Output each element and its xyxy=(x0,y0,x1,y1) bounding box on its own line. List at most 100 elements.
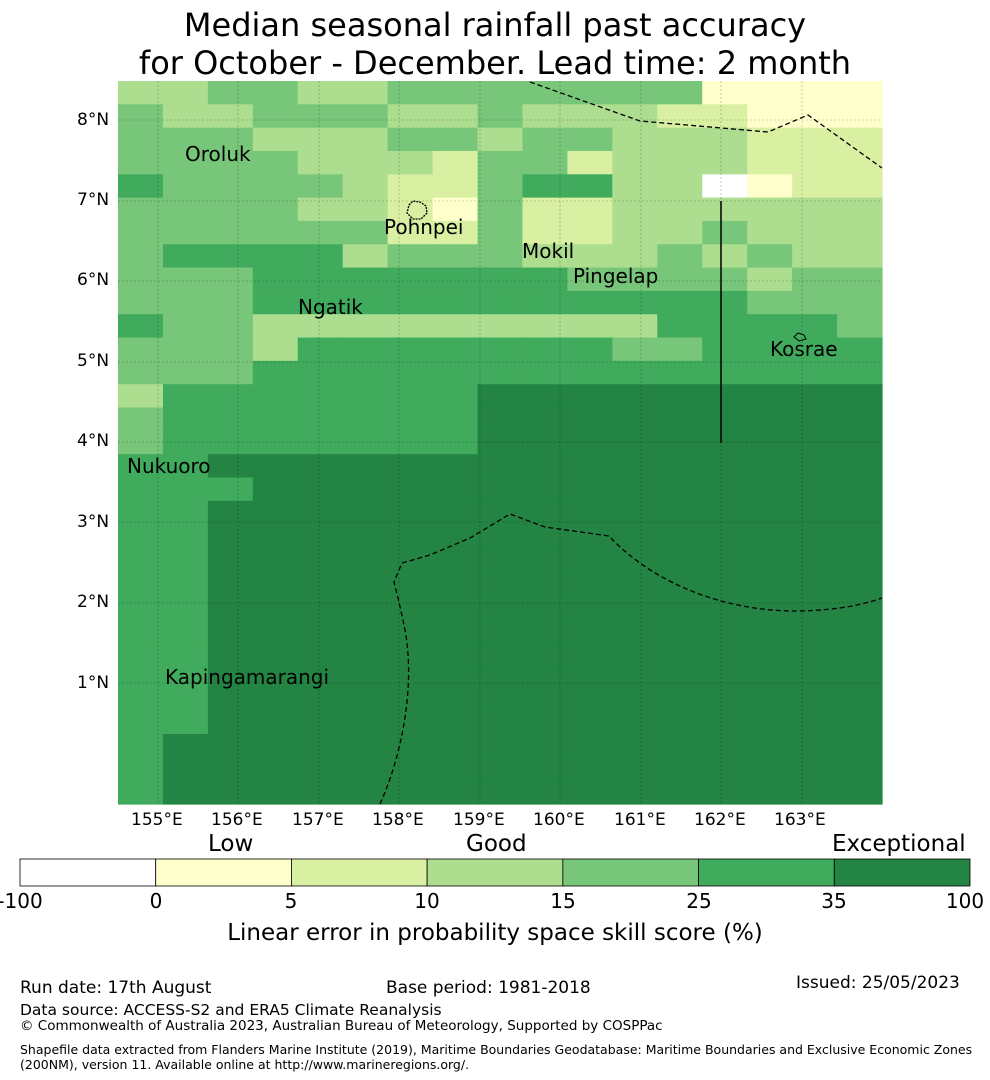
grid-cell xyxy=(162,500,209,525)
grid-cell xyxy=(837,594,883,619)
grid-cell xyxy=(162,104,209,129)
grid-cell xyxy=(162,267,209,292)
grid-cell xyxy=(342,757,389,782)
grid-cell xyxy=(207,127,254,152)
grid-cell xyxy=(432,337,479,362)
grid-cell xyxy=(207,384,254,409)
grid-cell xyxy=(387,664,434,688)
place-label-mokil: Mokil xyxy=(522,239,575,263)
grid-cell xyxy=(657,454,703,479)
colorbar-segment xyxy=(291,858,428,887)
grid-cell xyxy=(387,594,434,619)
grid-cell xyxy=(522,174,569,199)
grid-cell xyxy=(702,570,748,595)
grid-cell xyxy=(657,617,703,642)
grid-cell xyxy=(567,384,613,409)
lat-tick-6n: 6°N xyxy=(77,270,110,290)
grid-cell xyxy=(207,150,254,175)
grid-cell xyxy=(207,594,254,619)
grid-cell xyxy=(387,570,434,595)
grid-cell xyxy=(567,477,613,502)
grid-cell xyxy=(207,570,254,595)
grid-cell xyxy=(837,104,883,129)
grid-cell xyxy=(837,430,883,455)
grid-cell xyxy=(118,757,164,782)
lat-tick-7n: 7°N xyxy=(77,190,110,210)
grid-cell xyxy=(747,314,793,339)
grid-cell xyxy=(702,734,748,758)
kosrae-island-outline xyxy=(793,332,807,342)
grid-cell xyxy=(792,244,838,269)
grid-cell xyxy=(792,104,838,129)
grid-cell xyxy=(792,407,838,432)
grid-cell xyxy=(612,454,658,479)
grid-cell xyxy=(162,524,209,549)
grid-cell xyxy=(118,664,164,688)
grid-cell xyxy=(837,734,883,758)
grid-cell xyxy=(477,174,524,199)
grid-cell xyxy=(522,547,569,572)
grid-cell xyxy=(118,547,164,572)
grid-cell xyxy=(342,664,389,688)
grid-cell xyxy=(477,220,524,245)
grid-cell xyxy=(612,780,658,805)
grid-cell xyxy=(432,570,479,595)
grid-cell xyxy=(612,477,658,502)
grid-cell xyxy=(702,687,748,712)
grid-cell xyxy=(657,710,703,735)
grid-cell xyxy=(162,757,209,782)
grid-cell xyxy=(162,174,209,199)
grid-cell xyxy=(342,290,389,315)
grid-cell xyxy=(567,337,613,362)
grid-cell xyxy=(657,244,703,269)
grid-cell xyxy=(792,220,838,245)
copyright: © Commonwealth of Australia 2023, Austra… xyxy=(20,1018,663,1034)
grid-cell xyxy=(387,174,434,199)
grid-cell xyxy=(387,104,434,129)
colorbar-segment xyxy=(19,858,157,887)
grid-cell xyxy=(342,780,389,805)
grid-cell xyxy=(387,687,434,712)
grid-cell xyxy=(342,360,389,385)
grid-cell xyxy=(342,244,389,269)
grid-cell xyxy=(162,127,209,152)
grid-cell xyxy=(567,150,613,175)
grid-cell xyxy=(252,81,299,105)
grid-cell xyxy=(162,687,209,712)
grid-cell xyxy=(162,244,209,269)
grid-cell xyxy=(792,81,838,105)
grid-cell xyxy=(297,220,344,245)
grid-cell xyxy=(297,104,344,129)
grid-cell xyxy=(252,150,299,175)
grid-cell xyxy=(792,664,838,688)
grid-cell xyxy=(747,734,793,758)
grid-cell xyxy=(657,220,703,245)
shapefile-credit-line2: (200NM), version 11. Available online at… xyxy=(20,1057,470,1072)
grid-cell xyxy=(657,384,703,409)
grid-cell xyxy=(342,174,389,199)
colorbar-segment xyxy=(426,858,564,887)
grid-cell xyxy=(612,617,658,642)
grid-cell xyxy=(207,547,254,572)
grid-cell xyxy=(118,687,164,712)
grid-cell xyxy=(837,664,883,688)
grid-cell xyxy=(792,477,838,502)
grid-cell xyxy=(477,197,524,222)
grid-cell xyxy=(118,150,164,175)
grid-cell xyxy=(567,360,613,385)
grid-cell xyxy=(567,127,613,152)
grid-cell xyxy=(342,430,389,455)
grid-cell xyxy=(207,360,254,385)
grid-cell xyxy=(477,617,524,642)
grid-cell xyxy=(387,81,434,105)
grid-cell xyxy=(837,757,883,782)
grid-cell xyxy=(567,407,613,432)
grid-cell xyxy=(207,780,254,805)
grid-cell xyxy=(297,360,344,385)
grid-cell xyxy=(207,430,254,455)
grid-cell xyxy=(747,547,793,572)
grid-cell xyxy=(612,314,658,339)
grid-cell xyxy=(792,687,838,712)
grid-cell xyxy=(432,687,479,712)
grid-cell xyxy=(837,454,883,479)
